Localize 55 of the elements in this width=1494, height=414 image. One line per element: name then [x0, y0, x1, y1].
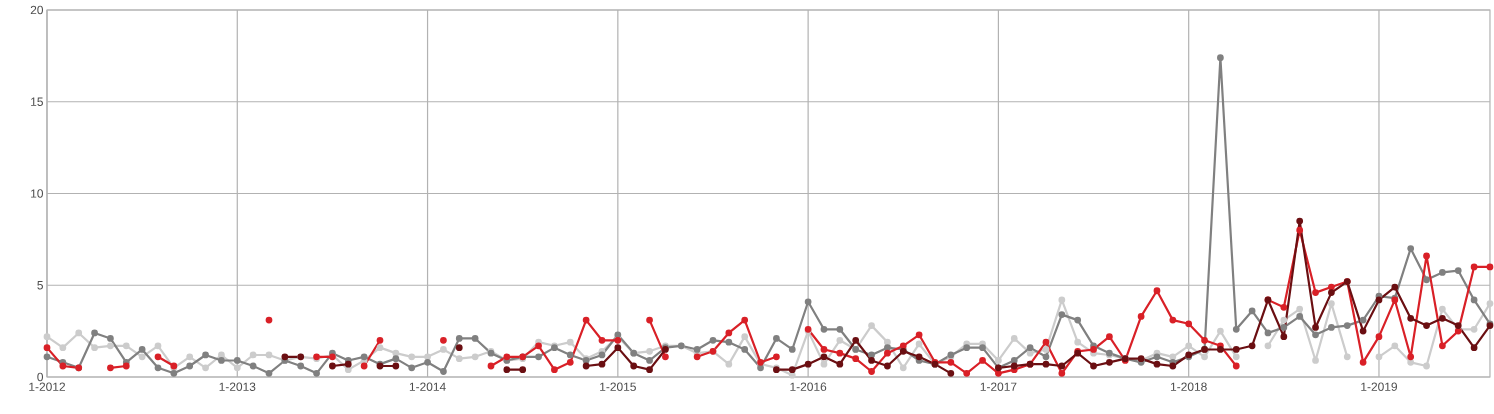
- point: [519, 366, 527, 374]
- point: [868, 357, 875, 364]
- point: [1248, 342, 1256, 350]
- point: [1153, 360, 1161, 368]
- point: [852, 336, 860, 344]
- point: [884, 362, 891, 370]
- x-tick-label: 1-2015: [600, 382, 636, 391]
- point: [455, 344, 463, 352]
- point: [344, 360, 352, 368]
- y-tick-label: 5: [37, 281, 43, 290]
- point: [1407, 314, 1415, 322]
- point: [1423, 322, 1430, 330]
- y-tick-label: 10: [31, 189, 44, 198]
- point: [804, 360, 812, 368]
- point: [329, 362, 336, 370]
- point: [1106, 358, 1113, 366]
- x-tick-label: 1-2017: [980, 382, 1017, 391]
- point: [1359, 327, 1367, 335]
- point: [614, 344, 622, 352]
- point: [1470, 344, 1478, 352]
- point: [1090, 362, 1097, 370]
- x-tick-label: 1-2019: [1361, 382, 1397, 391]
- point: [630, 362, 638, 370]
- point: [1439, 314, 1446, 322]
- point: [392, 362, 400, 370]
- x-tick-label: 1-2012: [29, 382, 65, 391]
- x-tick-label: 1-2014: [409, 382, 446, 391]
- y-tick-label: 20: [30, 5, 44, 15]
- point: [1280, 333, 1288, 341]
- x-tick-label: 1-2016: [790, 382, 827, 391]
- point: [1328, 289, 1335, 296]
- point: [1312, 324, 1319, 331]
- point: [1042, 360, 1050, 368]
- point: [598, 360, 606, 368]
- point: [582, 362, 590, 370]
- point: [947, 369, 955, 377]
- point: [281, 353, 289, 361]
- y-tick-label: 15: [31, 97, 43, 106]
- point: [1169, 362, 1177, 370]
- y-tick-label: 0: [37, 372, 44, 382]
- point: [1058, 362, 1066, 370]
- point: [646, 366, 653, 374]
- point: [503, 366, 511, 374]
- point: [820, 353, 828, 361]
- point: [1375, 296, 1383, 304]
- point: [915, 353, 923, 361]
- point: [1232, 346, 1240, 353]
- x-tick-label: 1-2013: [219, 382, 256, 391]
- point: [836, 360, 844, 368]
- x-tick-label: 1-2018: [1170, 382, 1207, 391]
- point: [1010, 362, 1018, 370]
- point: [788, 366, 796, 374]
- point: [1296, 217, 1304, 225]
- point: [1217, 346, 1224, 353]
- point: [1391, 283, 1399, 291]
